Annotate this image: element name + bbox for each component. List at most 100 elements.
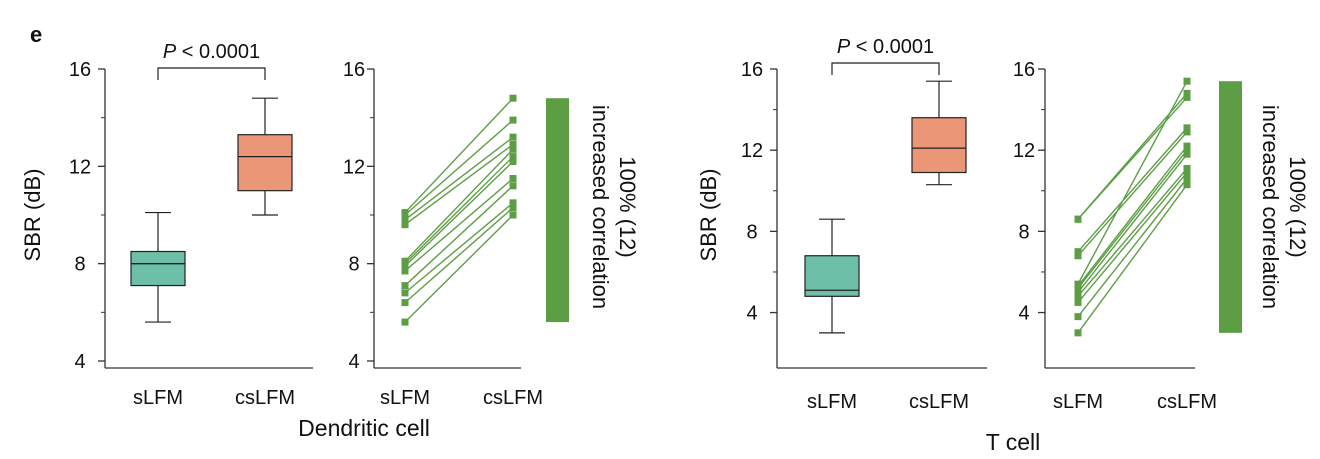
paired-point-sLFM [1074,288,1082,296]
y-tick-label: 12 [343,156,365,178]
increase-bar [1219,81,1242,333]
chart-3: 4 8 12 16 sLFM csLFM SBR (dB) [696,59,987,413]
paired-sample [1074,169,1191,306]
y-tick-label: 12 [69,156,91,178]
pvalue-bracket-2: P < 0.0001 [831,36,940,75]
paired-point-csLFM [509,153,517,161]
increase-bar [546,98,569,323]
pvalue-rest: < 0.0001 [850,36,934,58]
y-tick-label: 16 [69,59,91,81]
paired-point-csLFM [509,211,517,219]
paired-point-sLFM [401,282,409,290]
bracket-line [157,67,266,80]
paired-point-csLFM [509,133,517,141]
paired-line [1077,167,1188,297]
paired-sample [1074,142,1191,290]
y-tick-label: 12 [741,140,763,162]
pvalue-rest: < 0.0001 [176,41,260,63]
paired-point-csLFM [1183,93,1191,101]
paired-point-sLFM [1074,329,1082,337]
paired-point-sLFM [1074,292,1082,300]
paired-line [404,160,514,267]
paired-point-csLFM [509,182,517,190]
paired-point-sLFM [401,257,409,265]
x-tick-label: csLFM [909,391,969,413]
paired-sample [401,175,517,275]
paired-point-csLFM [509,140,517,148]
paired-line [404,185,514,287]
x-tick-label: sLFM [807,391,857,413]
bar-label-count: 100% (12) [1285,156,1310,258]
paired-sample [401,94,517,217]
x-tick-label: csLFM [483,387,543,409]
paired-sample [1074,175,1191,321]
x-tick-label: sLFM [133,387,183,409]
paired-line [1077,178,1188,318]
paired-point-sLFM [1074,248,1082,256]
paired-point-csLFM [509,157,517,165]
pvalue-label: P < 0.0001 [837,36,934,58]
paired-line [1077,184,1188,334]
x-tick-label: csLFM [235,387,295,409]
x-tick-label: sLFM [1053,391,1103,413]
paired-point-csLFM [1183,89,1191,97]
box-csLFM [237,97,293,216]
group-label: Dendritic cell [298,415,430,441]
paired-point-sLFM [1074,313,1082,321]
paired-point-sLFM [1074,215,1082,223]
bracket-line [831,62,940,75]
paired-point-csLFM [1183,175,1191,183]
paired-sample [1074,150,1191,296]
paired-line [404,207,514,304]
y-tick-label: 4 [74,351,85,373]
paired-point-csLFM [1183,164,1191,172]
pvalue-label: P < 0.0001 [163,41,260,63]
y-tick-label: 16 [1013,59,1035,81]
paired-point-sLFM [1074,252,1082,260]
box-sLFM [804,218,860,334]
paired-point-csLFM [1183,128,1191,136]
paired-point-csLFM [509,94,517,102]
y-tick-label: 16 [741,59,763,81]
paired-point-sLFM [401,216,409,224]
paired-line [404,156,514,265]
paired-point-csLFM [509,199,517,207]
pvalue-p: P [837,36,851,58]
y-tick-label: 8 [74,254,85,276]
panel-letter: e [30,22,43,47]
paired-point-csLFM [1183,150,1191,158]
paired-sample [401,204,517,307]
box-sLFM [130,211,186,323]
paired-point-sLFM [401,318,409,326]
paired-point-csLFM [1183,77,1191,85]
paired-sample [401,182,517,290]
paired-sample [1074,164,1191,300]
paired-point-sLFM [401,299,409,307]
y-tick-label: 16 [343,59,365,81]
paired-line [404,177,514,272]
bar-label-text: increased correlation [588,105,613,309]
pvalue-p: P [163,41,177,63]
bar-label-text: increased correlation [1258,105,1283,309]
paired-point-csLFM [1183,181,1191,189]
y-tick-label: 12 [1013,140,1035,162]
paired-point-sLFM [1074,280,1082,288]
chart-1: 4 8 12 16 sLFM csLFM SBR (dB) [20,59,313,409]
paired-sample [1074,146,1191,292]
paired-line [1077,149,1188,289]
y-tick-label: 8 [348,254,359,276]
paired-line [404,214,514,323]
x-tick-label: csLFM [1157,391,1217,413]
paired-line [1077,153,1188,293]
paired-point-sLFM [1074,298,1082,306]
y-axis-label: SBR (dB) [696,169,721,262]
box-iqr [804,255,860,297]
paired-sample [401,145,517,265]
paired-line [1077,145,1188,287]
paired-line [404,202,514,294]
box-iqr [237,134,293,192]
paired-line [1077,131,1188,257]
paired-sample [401,140,517,229]
x-tick-label: sLFM [380,387,430,409]
